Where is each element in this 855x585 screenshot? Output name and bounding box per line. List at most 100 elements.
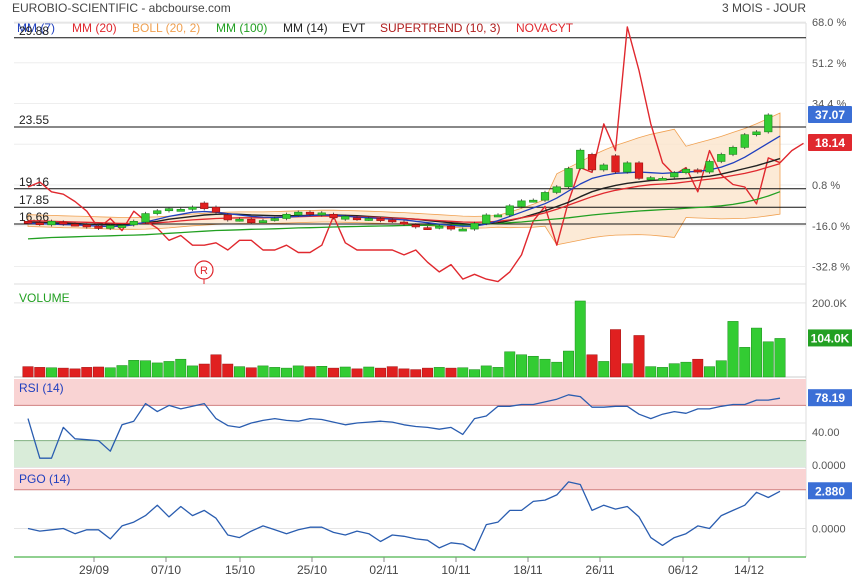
volume-bar — [551, 361, 563, 378]
candle — [305, 211, 315, 215]
candle — [693, 169, 702, 173]
legend-item-4: MM (14) — [283, 21, 328, 35]
volume-bar — [34, 367, 46, 378]
candle — [411, 224, 420, 228]
legend-item-7: NOVACYT — [516, 21, 574, 35]
rsi-tick: 40.00 — [812, 427, 840, 439]
volume-bar — [739, 347, 751, 378]
x-axis: 29/09 07/10 15/10 25/10 02/11 10/11 18/11 26/11… — [79, 557, 764, 577]
candle — [717, 154, 726, 162]
pgo-badge — [808, 482, 852, 500]
candle — [540, 192, 550, 201]
x-tick-label: 29/09 — [79, 563, 109, 577]
candle — [740, 134, 749, 148]
rsi-line — [27, 394, 781, 459]
volume-bar — [46, 367, 57, 378]
volume-bar — [433, 367, 445, 378]
price-level-label: 19.16 — [19, 175, 49, 189]
pgo-line — [27, 481, 781, 552]
volume-bar — [774, 338, 786, 378]
volume-bar — [668, 363, 680, 378]
pgo-tick: 0.0000 — [812, 524, 846, 536]
candle — [388, 219, 397, 223]
last-price-badge — [808, 105, 852, 123]
volume-bar — [69, 368, 81, 378]
candle — [235, 218, 244, 222]
volume-bar — [574, 300, 586, 378]
volume-bar — [210, 354, 222, 378]
volume-bar — [657, 367, 668, 378]
volume-bar — [527, 355, 539, 378]
candle — [94, 225, 103, 229]
candle — [141, 213, 150, 223]
volume-bar — [621, 363, 633, 378]
candle — [623, 162, 632, 173]
price-panel: 68.0 %51.2 %34.4 %17.6 %0.8 %-16.0 %-32.… — [14, 17, 852, 283]
rsi-title: RSI (14) — [19, 381, 64, 395]
x-tick-label: 26/11 — [585, 563, 614, 577]
rsi-overbought-zone — [14, 379, 806, 406]
x-tick-label: 14/12 — [734, 563, 764, 577]
volume-bar — [492, 367, 504, 378]
pgo-upper-zone — [14, 469, 806, 490]
volume-bar — [104, 367, 116, 378]
volume-bar — [257, 365, 269, 378]
candle — [270, 218, 279, 221]
volume-bar — [386, 366, 398, 378]
candle — [176, 209, 185, 212]
candle — [646, 177, 655, 180]
candle — [352, 217, 362, 221]
rsi-badge — [808, 389, 852, 407]
event-marker[interactable]: R — [194, 260, 214, 284]
candle — [223, 214, 232, 221]
price-right-tick: -16.0 % — [812, 221, 850, 233]
volume-bar — [398, 368, 410, 378]
volume-bar — [163, 361, 175, 378]
rsi-badge-label: 78.19 — [815, 391, 845, 405]
candle — [164, 208, 174, 212]
volume-title: VOLUME — [19, 291, 70, 305]
volume-bar — [586, 354, 598, 378]
volume-bar — [128, 360, 140, 378]
volume-bar — [422, 367, 433, 378]
candle — [258, 220, 268, 223]
volume-tick: 200.0K — [812, 298, 848, 310]
x-tick-label: 02/11 — [369, 563, 398, 577]
volume-bar — [339, 366, 351, 378]
volume-bar — [704, 366, 715, 378]
chart-period-label: 3 MOIS - JOUR — [722, 1, 806, 15]
candle — [446, 225, 456, 230]
candle — [423, 227, 432, 230]
volume-bar — [610, 329, 621, 378]
volume-bar — [22, 366, 34, 378]
candle — [658, 178, 667, 181]
volume-bar — [727, 321, 739, 378]
price-level-label: 17.85 — [19, 193, 49, 207]
candle — [681, 168, 691, 174]
legend-item-3: MM (100) — [216, 21, 267, 35]
price-right-tick: 68.0 % — [812, 17, 846, 29]
candle — [764, 114, 773, 133]
volume-bar — [457, 367, 469, 378]
candle — [587, 154, 597, 171]
pgo-panel: 0.0000 2.880 — [14, 469, 852, 552]
candle — [35, 222, 44, 226]
volume-bar — [598, 361, 610, 378]
candle — [23, 221, 33, 224]
candle — [329, 213, 338, 219]
volume-badge — [808, 329, 852, 347]
volume-bar — [187, 365, 198, 378]
candle — [611, 155, 620, 173]
rsi-panel: 40.00 0.0000 78.19 — [14, 379, 852, 472]
price-level-label: 23.55 — [19, 113, 49, 127]
volume-bar — [57, 367, 69, 378]
legend-item-1: MM (20) — [72, 21, 117, 35]
price-right-tick: 0.8 % — [812, 180, 840, 192]
candle — [106, 225, 115, 229]
volume-bar — [151, 362, 163, 378]
x-tick-label: 07/10 — [151, 563, 181, 577]
volume-bar — [480, 365, 492, 378]
volume-bar — [316, 365, 328, 378]
volume-bar — [410, 369, 422, 378]
